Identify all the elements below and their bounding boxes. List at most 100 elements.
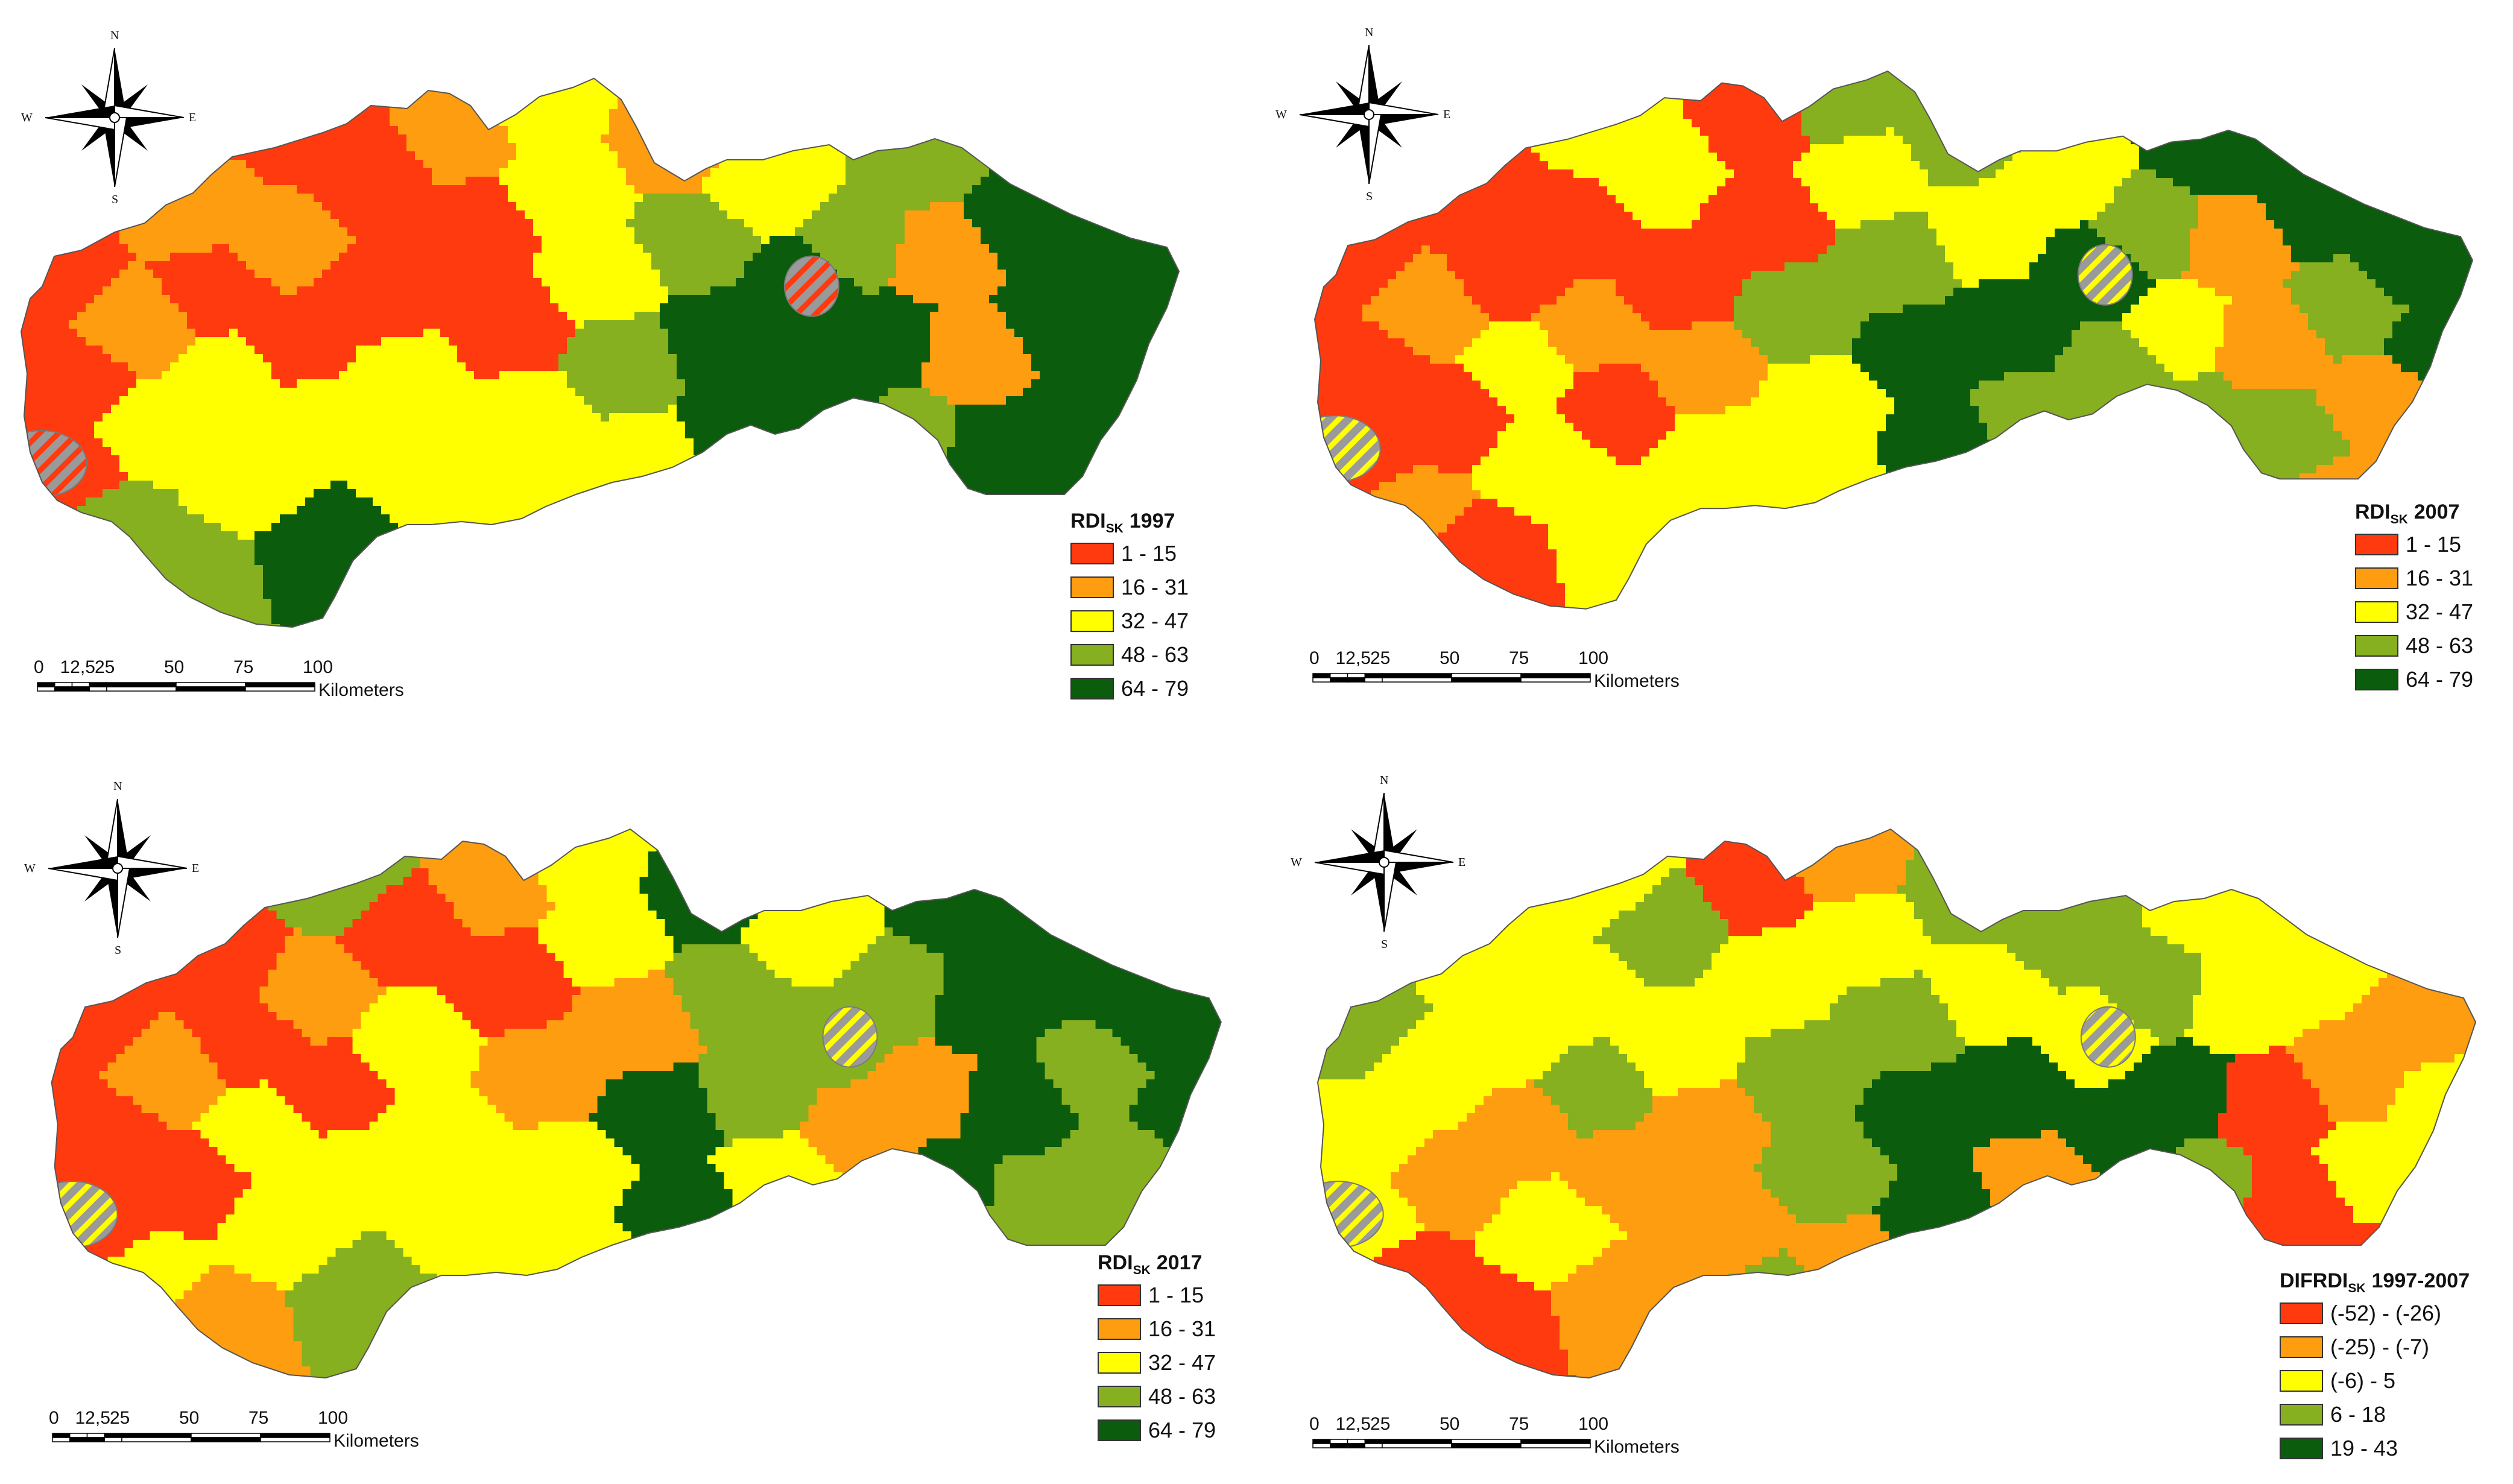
scale-tick-label: 25 bbox=[110, 1408, 130, 1429]
legend-item: 48 - 63 bbox=[1098, 1380, 1216, 1413]
scale-tick-label: 75 bbox=[1509, 1414, 1529, 1435]
compass-east-label: E bbox=[192, 862, 199, 876]
scale-tick-label: 0 bbox=[1309, 648, 1320, 669]
compass-north-label: N bbox=[1365, 26, 1373, 40]
scale-tick-label: 25 bbox=[95, 657, 115, 678]
legend-item: 32 - 47 bbox=[1098, 1346, 1216, 1380]
scale-unit-label: Kilometers bbox=[1594, 671, 1680, 692]
legend-item: 48 - 63 bbox=[1070, 638, 1189, 672]
compass-south-label: S bbox=[1366, 190, 1373, 204]
swatch-class-2 bbox=[2355, 567, 2398, 589]
legend-item: 1 - 15 bbox=[1070, 537, 1189, 570]
legend-item: 16 - 31 bbox=[1070, 570, 1189, 604]
legend-item: 16 - 31 bbox=[2355, 561, 2473, 595]
legend-item: 6 - 18 bbox=[2280, 1398, 2470, 1432]
scale-unit-label: Kilometers bbox=[318, 680, 404, 701]
legend-item: 16 - 31 bbox=[1098, 1312, 1216, 1346]
scale-unit-label: Kilometers bbox=[1594, 1437, 1680, 1457]
swatch-class-3 bbox=[2355, 601, 2398, 623]
scale-tick-label: 12,5 bbox=[75, 1408, 110, 1429]
scale-tick-label: 12,5 bbox=[60, 657, 95, 678]
scale-tick-label: 50 bbox=[1440, 1414, 1459, 1435]
bratislava-hatched-district bbox=[0, 431, 87, 497]
scale-unit-label: Kilometers bbox=[333, 1431, 419, 1451]
legend-item: 19 - 43 bbox=[2280, 1432, 2470, 1465]
compass-star-icon bbox=[1288, 27, 1450, 202]
swatch-class-4 bbox=[2280, 1404, 2323, 1426]
swatch-class-5 bbox=[1070, 678, 1114, 699]
scale-tick-label: 50 bbox=[179, 1408, 199, 1429]
kosice-hatched-district bbox=[2081, 1007, 2135, 1067]
scale-tick-label: 75 bbox=[248, 1408, 268, 1429]
legend-item: 1 - 15 bbox=[2355, 528, 2473, 561]
scale-tick-label: 100 bbox=[318, 1408, 348, 1429]
legend-item: (-6) - 5 bbox=[2280, 1364, 2470, 1398]
kosice-hatched-district bbox=[2078, 245, 2132, 305]
legend-item: (-52) - (-26) bbox=[2280, 1296, 2470, 1330]
scale-tick-label: 0 bbox=[1309, 1414, 1320, 1435]
scale-tick-label: 75 bbox=[1509, 648, 1529, 669]
kosice-hatched-district bbox=[823, 1007, 877, 1067]
compass-west-label: W bbox=[1291, 856, 1302, 870]
swatch-class-2 bbox=[1098, 1318, 1141, 1340]
compass-south-label: S bbox=[115, 944, 121, 958]
compass-east-label: E bbox=[189, 111, 196, 125]
scale-tick-label: 100 bbox=[303, 657, 333, 678]
swatch-class-1 bbox=[1098, 1284, 1141, 1306]
scale-bar-graphic bbox=[36, 681, 316, 692]
swatch-class-4 bbox=[1070, 644, 1114, 666]
swatch-class-5 bbox=[1098, 1419, 1141, 1441]
swatch-class-3 bbox=[1070, 610, 1114, 632]
scale-bar-graphic bbox=[1312, 672, 1592, 683]
bratislava-hatched-district bbox=[1293, 1181, 1383, 1248]
legend-item: 64 - 79 bbox=[1098, 1413, 1216, 1447]
compass-west-label: W bbox=[24, 862, 36, 876]
compass-north-label: N bbox=[1380, 774, 1388, 788]
compass-west-label: W bbox=[21, 111, 33, 125]
compass-north-label: N bbox=[110, 29, 119, 43]
legend-item: 64 - 79 bbox=[2355, 663, 2473, 696]
swatch-class-1 bbox=[2355, 534, 2398, 555]
scale-tick-label: 0 bbox=[34, 657, 44, 678]
map-svg-2007 bbox=[1266, 0, 2513, 739]
scale-bar-graphic bbox=[1312, 1438, 1592, 1449]
scale-tick-label: 25 bbox=[1370, 1414, 1390, 1435]
compass-star-icon bbox=[36, 781, 199, 956]
district-mosaic bbox=[27, 826, 1231, 1384]
compass-east-label: E bbox=[1443, 108, 1450, 122]
compass-south-label: S bbox=[1381, 938, 1388, 952]
swatch-class-3 bbox=[1098, 1352, 1141, 1374]
scale-tick-label: 25 bbox=[1370, 648, 1390, 669]
swatch-class-4 bbox=[2355, 635, 2398, 657]
scale-tick-label: 100 bbox=[1578, 1414, 1608, 1435]
swatch-class-5 bbox=[2280, 1438, 2323, 1459]
legend-item: 32 - 47 bbox=[1070, 604, 1189, 638]
swatch-class-2 bbox=[1070, 576, 1114, 598]
compass-south-label: S bbox=[112, 193, 118, 207]
scale-bar-graphic bbox=[51, 1432, 331, 1443]
scale-tick-label: 12,5 bbox=[1336, 1414, 1371, 1435]
swatch-class-5 bbox=[2355, 669, 2398, 690]
bratislava-hatched-district bbox=[27, 1181, 118, 1248]
swatch-class-1 bbox=[2280, 1302, 2323, 1324]
legend-item: 64 - 79 bbox=[1070, 672, 1189, 706]
bratislava-hatched-district bbox=[1290, 415, 1380, 482]
scale-tick-label: 0 bbox=[49, 1408, 59, 1429]
swatch-class-2 bbox=[2280, 1336, 2323, 1358]
scale-tick-label: 12,5 bbox=[1336, 648, 1371, 669]
compass-east-label: E bbox=[1458, 856, 1465, 870]
